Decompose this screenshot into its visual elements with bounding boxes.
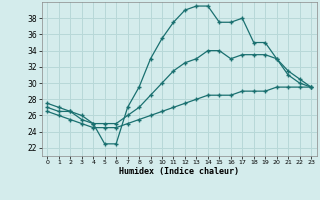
X-axis label: Humidex (Indice chaleur): Humidex (Indice chaleur)	[119, 167, 239, 176]
